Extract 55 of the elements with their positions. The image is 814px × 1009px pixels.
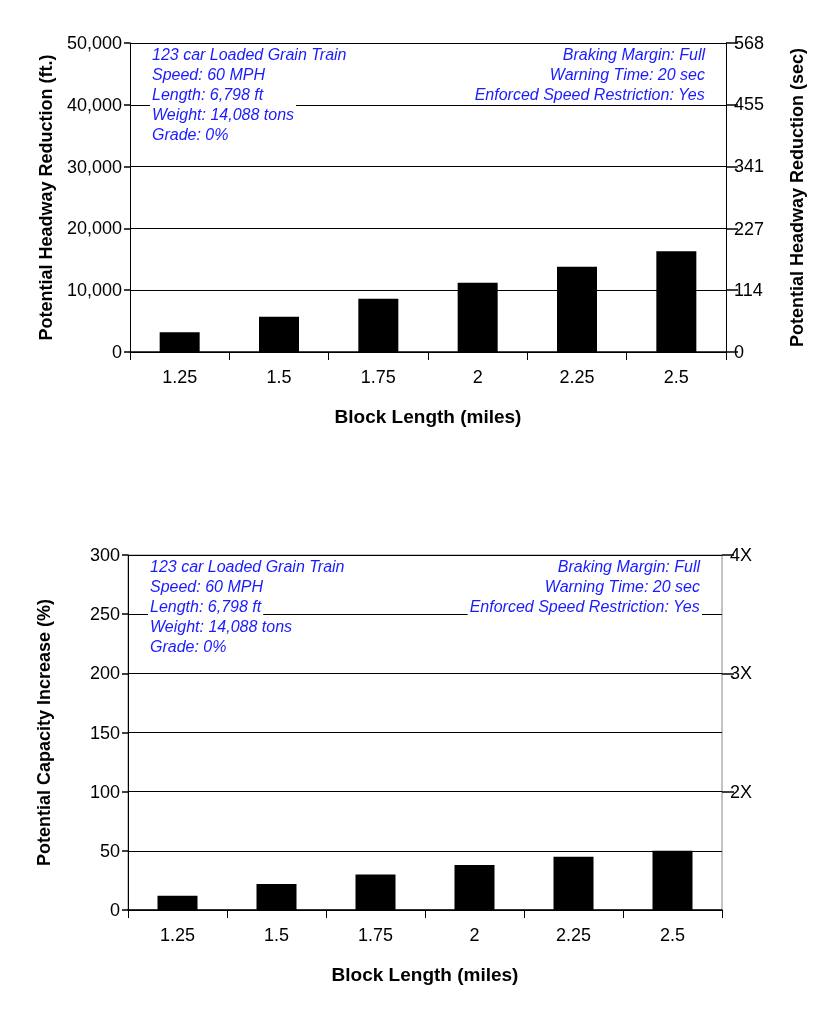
y-tick-label: 30,000 (66, 156, 122, 177)
x-tick-label: 2 (472, 367, 483, 387)
y2-tick-label: 341 (734, 156, 765, 177)
y-tick-label: 10,000 (66, 280, 122, 301)
annotation: Weight: 14,088 tons (152, 105, 295, 123)
y-tick-label: 20,000 (66, 218, 122, 239)
annotation: Speed: 60 MPH (152, 65, 266, 83)
y-tick-label: 0 (109, 900, 120, 920)
x-tick-label: 1.25 (162, 367, 198, 387)
x-tick-label: 1.75 (357, 925, 394, 945)
annotation: Speed: 60 MPH (150, 577, 264, 595)
x-axis-title: Block Length (miles) (331, 964, 519, 985)
y2-tick-label: 455 (734, 94, 765, 115)
y-tick-label: 40,000 (66, 94, 122, 115)
annotation: Length: 6,798 ft (150, 597, 262, 615)
y-axis-title: Potential Capacity Increase (%) (34, 598, 54, 867)
annotation: Weight: 14,088 tons (150, 617, 293, 635)
y2-tick-label: 4X (730, 545, 753, 565)
annotation: Length: 6,798 ft (152, 85, 264, 103)
y2-tick-label: 2X (730, 781, 753, 802)
annotation: Warning Time: 20 sec (544, 577, 701, 595)
y2-tick-label: 0 (734, 342, 745, 362)
y2-tick-label: 227 (734, 218, 765, 239)
y2-tick-label: 114 (734, 279, 763, 300)
annotation: Enforced Speed Restriction: Yes (474, 85, 705, 103)
y2-axis-title: Potential Headway Reduction (sec) (787, 47, 807, 348)
x-tick-label: 1.5 (263, 925, 290, 945)
x-axis-title: Block Length (miles) (334, 406, 522, 427)
annotation: Grade: 0% (152, 125, 229, 143)
y-tick-label: 50,000 (66, 33, 122, 53)
y-tick-label: 100 (89, 781, 120, 802)
x-tick-label: 2 (469, 925, 480, 945)
y-tick-label: 250 (89, 604, 120, 625)
y2-tick-label: 3X (730, 663, 753, 684)
annotation: Grade: 0% (150, 637, 227, 655)
annotation: Enforced Speed Restriction: Yes (469, 597, 700, 615)
x-tick-label: 1.5 (266, 367, 292, 387)
x-tick-label: 2.25 (555, 925, 592, 945)
annotation: Braking Margin: Full (562, 45, 706, 63)
x-tick-label: 2.5 (663, 367, 689, 387)
x-tick-label: 1.25 (159, 925, 196, 945)
annotation: 123 car Loaded Grain Train (150, 557, 345, 575)
y-tick-label: 50 (99, 840, 120, 861)
y-tick-label: 200 (89, 663, 120, 684)
y2-tick-label: 568 (734, 33, 765, 53)
x-tick-label: 2.25 (559, 367, 595, 387)
x-tick-label: 1.75 (360, 367, 396, 387)
y-tick-label: 0 (111, 342, 122, 362)
x-tick-label: 2.5 (659, 925, 686, 945)
y-tick-label: 300 (89, 545, 120, 565)
annotation: Warning Time: 20 sec (549, 65, 706, 83)
annotation: Braking Margin: Full (557, 557, 701, 575)
annotation: 123 car Loaded Grain Train (152, 45, 347, 63)
y-tick-label: 150 (89, 722, 120, 743)
y-axis-title: Potential Headway Reduction (ft.) (36, 54, 56, 341)
